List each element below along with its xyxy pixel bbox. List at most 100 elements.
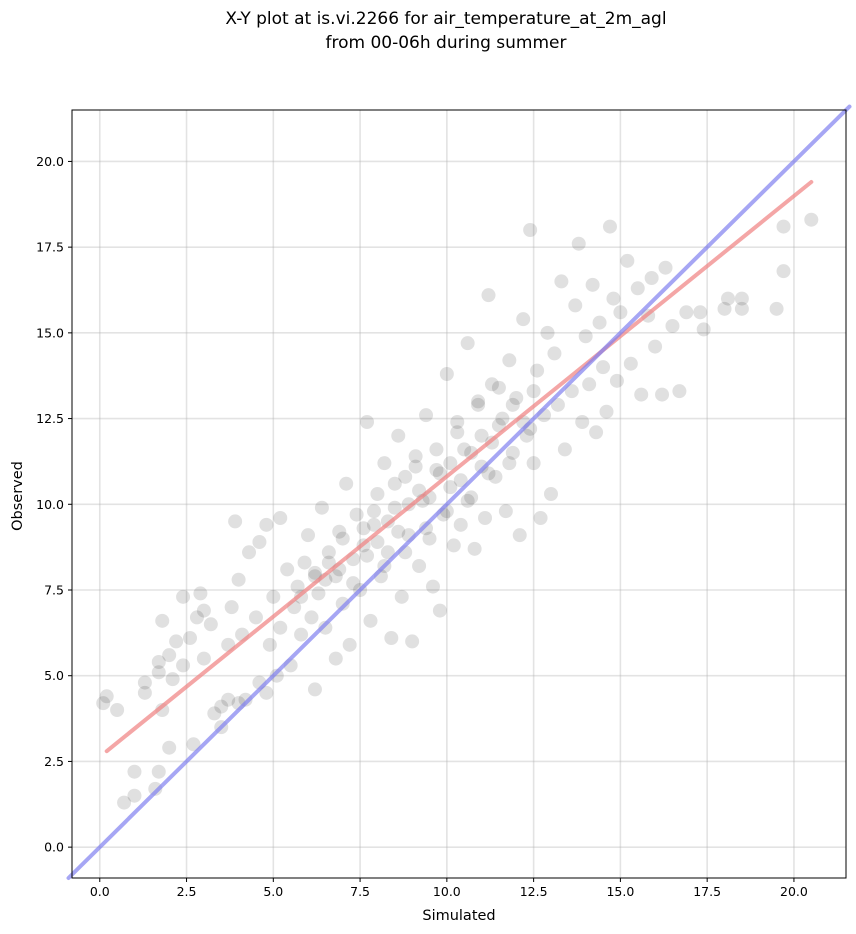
data-point <box>193 586 208 601</box>
x-tick-label: 7.5 <box>350 884 370 899</box>
data-point <box>609 373 624 388</box>
data-point <box>804 212 819 227</box>
data-point <box>307 565 322 580</box>
data-point <box>196 651 211 666</box>
x-tick-label: 2.5 <box>177 884 197 899</box>
data-point <box>516 312 531 327</box>
data-point <box>231 572 246 587</box>
data-point <box>450 415 465 429</box>
data-point <box>165 672 180 687</box>
data-point <box>328 651 343 666</box>
data-point <box>509 391 524 405</box>
data-point <box>453 517 468 532</box>
data-point <box>314 500 329 515</box>
data-point <box>162 648 177 663</box>
data-point <box>155 613 170 628</box>
data-point <box>176 589 191 604</box>
data-point <box>186 737 201 752</box>
data-point <box>242 545 257 560</box>
data-point <box>648 339 663 354</box>
data-point <box>394 589 409 604</box>
data-point <box>776 264 791 279</box>
y-tick-label: 20.0 <box>36 154 64 169</box>
data-point <box>273 620 288 635</box>
data-point <box>495 411 510 426</box>
data-point <box>547 346 562 361</box>
chart-title-line-2: from 00-06h during summer <box>326 33 567 53</box>
data-point <box>137 675 152 690</box>
data-point <box>450 425 465 440</box>
chart-title-line-1: X-Y plot at is.vi.2266 for air_temperatu… <box>225 9 666 29</box>
data-point <box>304 610 319 625</box>
data-point <box>408 449 423 464</box>
data-point <box>419 521 434 536</box>
data-point <box>335 531 350 546</box>
regression-line <box>104 180 814 754</box>
data-point <box>502 353 517 368</box>
data-point <box>266 589 281 604</box>
data-point <box>127 764 142 779</box>
data-point <box>259 685 274 700</box>
data-point <box>696 322 711 337</box>
data-point <box>429 463 444 477</box>
data-point <box>377 456 392 471</box>
data-point <box>110 703 125 717</box>
y-axis-ticks: 0.0 2.5 5.0 7.5 10.0 12.5 15.0 17.5 20.0 <box>36 154 72 855</box>
data-point <box>311 586 326 601</box>
data-point <box>519 428 534 443</box>
data-point <box>148 781 163 796</box>
data-point <box>349 507 364 522</box>
data-point <box>228 514 243 529</box>
data-point <box>297 555 312 570</box>
data-point <box>269 668 284 683</box>
data-point <box>290 579 305 594</box>
data-point <box>439 367 454 381</box>
data-point <box>471 397 486 412</box>
data-point <box>387 500 402 515</box>
data-point <box>484 377 499 392</box>
plot-frame <box>71 109 847 879</box>
data-point <box>658 260 673 275</box>
scatter-points <box>96 212 819 810</box>
data-point <box>717 301 732 316</box>
data-point <box>464 490 479 505</box>
data-point <box>679 305 694 320</box>
data-point <box>356 521 371 536</box>
x-tick-label: 20.0 <box>780 884 808 899</box>
data-point <box>151 655 166 669</box>
data-point <box>460 493 475 508</box>
data-point <box>99 689 114 704</box>
data-point <box>370 535 385 549</box>
y-axis-label: Observed <box>10 461 26 531</box>
data-point <box>471 394 486 409</box>
data-point <box>294 627 309 642</box>
data-point <box>481 466 496 481</box>
data-point <box>526 456 541 471</box>
data-point <box>655 387 670 402</box>
y-tick-label: 5.0 <box>44 668 64 683</box>
data-point <box>214 699 229 714</box>
data-point <box>526 384 541 399</box>
x-tick-label: 5.0 <box>263 884 283 899</box>
y-tick-label: 17.5 <box>36 240 64 255</box>
data-point <box>339 476 354 491</box>
data-point <box>776 219 791 234</box>
y-tick-label: 10.0 <box>36 497 64 512</box>
data-point <box>425 579 440 594</box>
data-point <box>391 428 406 443</box>
data-point <box>557 442 572 457</box>
data-point <box>429 442 444 457</box>
data-point <box>252 535 267 549</box>
data-point <box>259 517 274 532</box>
data-point <box>467 541 482 556</box>
data-point <box>273 511 288 525</box>
trend-lines <box>66 104 852 880</box>
data-point <box>550 397 565 412</box>
data-point <box>408 459 423 474</box>
data-point <box>505 445 520 460</box>
data-point <box>523 223 538 237</box>
data-point <box>644 271 659 285</box>
data-point <box>151 764 166 779</box>
data-point <box>491 380 506 395</box>
data-point <box>443 480 458 495</box>
